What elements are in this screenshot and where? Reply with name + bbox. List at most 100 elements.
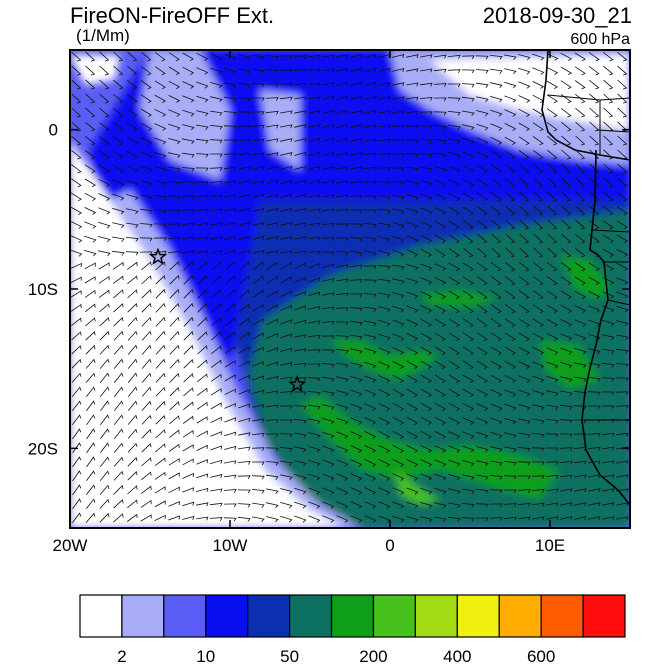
wind-barb — [252, 275, 264, 284]
wind-barb — [141, 471, 152, 481]
wind-barb — [280, 290, 292, 298]
wind-barb — [392, 305, 405, 313]
wind-barb — [98, 178, 111, 187]
wind-barb — [363, 223, 377, 228]
wind-barb — [336, 82, 349, 87]
wind-barb — [574, 290, 587, 300]
wind-barb — [252, 361, 264, 367]
wind-barb — [364, 110, 377, 115]
wind-barb — [447, 54, 461, 59]
wind-barb — [350, 124, 363, 129]
wind-barb — [113, 289, 124, 299]
wind-barb — [113, 400, 124, 411]
wind-barb — [519, 177, 530, 188]
wind-barb — [266, 290, 278, 298]
wind-barb — [196, 81, 209, 89]
wind-barb — [225, 317, 236, 327]
wind-barb — [294, 319, 307, 325]
star-marker-1 — [148, 247, 168, 265]
wind-barb — [405, 153, 419, 158]
wind-barb — [575, 149, 586, 160]
wind-barb — [238, 249, 251, 255]
wind-barb — [575, 177, 586, 188]
wind-barb — [210, 82, 223, 89]
wind-barb — [533, 219, 544, 230]
wind-barb — [574, 362, 587, 369]
wind-barb — [533, 261, 544, 272]
wind-barb — [350, 403, 363, 411]
wind-barb — [335, 321, 349, 326]
wind-barb — [419, 125, 433, 130]
wind-barb — [335, 194, 349, 199]
wind-barb — [588, 516, 601, 521]
wind-barb — [71, 358, 82, 369]
wind-barb — [153, 251, 167, 255]
wind-barbs — [70, 51, 629, 524]
wind-barb — [560, 516, 573, 521]
wind-barb — [336, 264, 349, 269]
wind-barb — [98, 289, 110, 298]
wind-barb — [602, 502, 615, 507]
wind-barb — [196, 110, 209, 117]
wind-barb — [602, 488, 615, 493]
wind-barb — [308, 151, 321, 157]
wind-barb — [364, 250, 377, 257]
wind-barb — [308, 306, 321, 311]
wind-barb — [392, 333, 405, 341]
wind-barb — [169, 275, 180, 285]
wind-barb — [462, 165, 475, 173]
wind-barb — [196, 124, 209, 130]
wind-barb — [363, 293, 377, 298]
wind-barb — [112, 275, 124, 284]
wind-barb — [561, 247, 572, 258]
wind-barb — [518, 516, 531, 521]
wind-barb — [448, 374, 460, 384]
wind-barb — [140, 94, 152, 104]
wind-barb — [378, 361, 391, 369]
wind-barb — [336, 376, 349, 383]
wind-barb — [86, 414, 96, 426]
wind-barb — [490, 150, 503, 160]
wind-barb — [462, 374, 475, 384]
wind-barb — [588, 305, 601, 313]
wind-barb — [546, 516, 559, 521]
wind-barb — [601, 391, 615, 396]
wind-barb — [532, 418, 545, 424]
wind-barb — [448, 83, 461, 88]
wind-barb — [168, 500, 180, 507]
wind-barb — [463, 247, 474, 258]
wind-barb — [378, 430, 391, 439]
wind-barb — [72, 484, 82, 496]
wind-barb — [616, 263, 629, 271]
wind-barb — [307, 251, 321, 255]
wind-barb — [223, 489, 237, 493]
wind-barb — [462, 474, 475, 481]
wind-barb — [336, 417, 349, 425]
wind-barb — [546, 276, 558, 286]
wind-barb — [476, 431, 489, 439]
wind-barb — [210, 488, 223, 493]
wind-barb — [476, 262, 488, 272]
wind-barb — [127, 358, 138, 369]
wind-barb — [617, 51, 628, 62]
wind-barb — [85, 51, 96, 62]
wind-barb — [364, 501, 377, 509]
wind-barb — [560, 333, 573, 341]
wind-barb — [434, 516, 447, 522]
wind-barb — [225, 289, 236, 299]
wind-barb — [603, 65, 614, 76]
wind-barb — [350, 431, 363, 439]
wind-barb — [574, 66, 586, 76]
wind-barb — [293, 405, 307, 410]
wind-barb — [294, 179, 307, 185]
wind-barb — [322, 263, 335, 269]
wind-barb — [294, 110, 307, 115]
wind-barb — [252, 54, 265, 60]
pressure-level-label: 600 hPa — [570, 31, 630, 48]
wind-barb — [602, 52, 614, 62]
wind-barb — [322, 404, 335, 411]
wind-barb — [322, 68, 335, 73]
wind-barb — [70, 262, 82, 269]
wind-barb — [210, 67, 223, 75]
wind-barb — [139, 237, 153, 242]
